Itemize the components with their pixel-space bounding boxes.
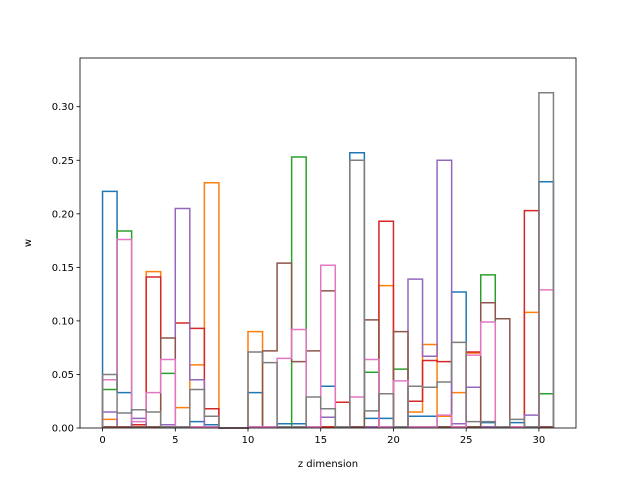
y-tick-label: 0.15 [52, 263, 74, 274]
y-ticks: 0.00 0.05 0.10 0.15 0.20 0.25 0.30 [52, 102, 80, 435]
axes-layer [79, 57, 577, 429]
y-tick-label: 0.10 [52, 316, 74, 327]
y-tick-label: 0.05 [52, 370, 74, 381]
x-axis-label: z dimension [298, 459, 358, 470]
y-axis-label: w [23, 239, 34, 247]
x-tick-label: 15 [314, 435, 327, 446]
y-tick-label: 0.00 [52, 424, 74, 435]
x-tick-label: 30 [533, 435, 546, 446]
plot-frame [79, 57, 577, 429]
x-tick-label: 25 [460, 435, 473, 446]
plot-area [80, 58, 576, 428]
y-tick-label: 0.25 [52, 156, 74, 167]
x-tick-label: 10 [242, 435, 255, 446]
x-ticks: 0 5 10 15 20 25 30 [99, 428, 545, 446]
y-tick-label: 0.20 [52, 209, 74, 220]
x-tick-label: 5 [172, 435, 178, 446]
series-layer [101, 92, 555, 429]
series-7 [101, 92, 555, 429]
series-6-step-line [101, 238, 555, 429]
x-tick-label: 20 [387, 435, 400, 446]
y-tick-label: 0.30 [52, 102, 74, 113]
x-tick-label: 0 [99, 435, 105, 446]
series-7-step-line [101, 92, 555, 429]
series-6 [101, 238, 555, 429]
